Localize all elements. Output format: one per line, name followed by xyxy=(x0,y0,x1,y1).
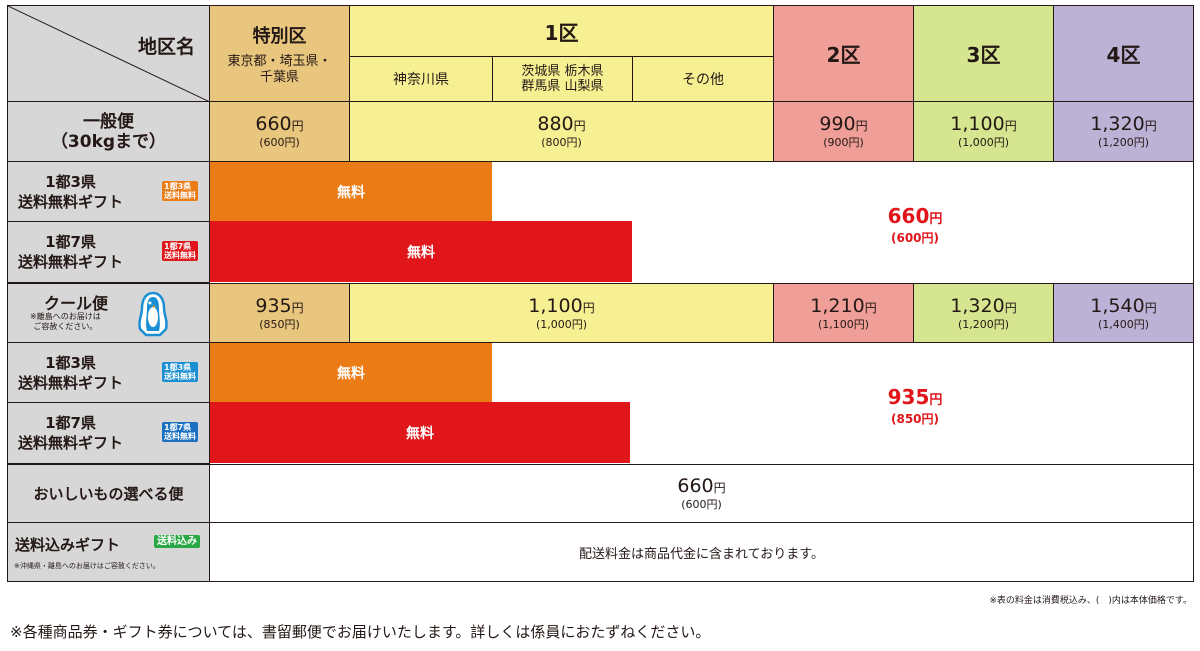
shipping-table xyxy=(7,5,1194,582)
diagonal-line xyxy=(8,6,210,102)
zone1-title: 1区 xyxy=(544,20,579,45)
special-zone-prefs: 東京都・埼玉県・ 千葉県 xyxy=(227,53,332,85)
zone2-header: 2区 xyxy=(774,6,914,102)
selectable-delivery-price: 660円 (600円) xyxy=(210,464,1193,523)
zone4-header: 4区 xyxy=(1054,6,1193,102)
included-gift-badge: 送料込み xyxy=(154,535,200,548)
zone1-other: その他 xyxy=(633,57,774,102)
zone3-header: 3区 xyxy=(914,6,1054,102)
gift7-cool-label: 1都7県 送料無料ギフト 1都7県 送料無料 xyxy=(8,403,210,464)
gift7-cool-badge: 1都7県 送料無料 xyxy=(162,422,198,442)
zone1-header: 1区 xyxy=(350,6,774,57)
general-zone2-price: 990円 (900円) xyxy=(774,102,914,162)
gift7-general-badge: 1都7県 送料無料 xyxy=(162,241,198,261)
gift3-cool-badge: 1都3県 送料無料 xyxy=(162,362,198,382)
zone1-kanagawa: 神奈川県 xyxy=(350,57,493,102)
gift3-cool-free: 無料 xyxy=(210,343,492,402)
gift7-general-free: 無料 xyxy=(210,221,632,282)
included-gift-text: 配送料金は商品代金に含まれております。 xyxy=(579,546,824,562)
general-zone4-price: 1,320円 (1,200円) xyxy=(1054,102,1193,162)
zone1-kanto: 茨城県 栃木県 群馬県 山梨県 xyxy=(493,57,633,102)
general-delivery-label: 一般便 （30kgまで） xyxy=(8,102,210,162)
gift3-general-free: 無料 xyxy=(210,162,492,221)
general-zone1-price: 880円 (800円) xyxy=(350,102,774,162)
special-zone-header: 特別区 東京都・埼玉県・ 千葉県 xyxy=(210,6,350,102)
general-zone3-price: 1,100円 (1,000円) xyxy=(914,102,1054,162)
cool-zone1-price: 1,100円 (1,000円) xyxy=(350,283,774,343)
gift3-general-badge: 1都3県 送料無料 xyxy=(162,181,198,201)
special-zone-title: 特別区 xyxy=(252,25,307,47)
cool-zone4-price: 1,540円 (1,400円) xyxy=(1054,283,1193,343)
cool-special-price: 935円 (850円) xyxy=(210,283,350,343)
penguin-icon xyxy=(138,291,168,337)
gift3-general-label: 1都3県 送料無料ギフト 1都3県 送料無料 xyxy=(8,162,210,222)
selectable-delivery-label: おいしいもの選べる便 xyxy=(8,464,210,523)
tax-note: ※表の料金は消費税込み、( )内は本体価格です。 xyxy=(989,596,1192,606)
gift7-cool-free: 無料 xyxy=(210,402,630,463)
included-gift-label: 送料込みギフト 送料込み ※沖縄県・離島へのお届けはご容赦ください。 xyxy=(8,523,210,581)
gift-cool-other-price: 935円 (850円) xyxy=(887,385,943,426)
cool-delivery-label: クール便 ※離島へのお届けは ご容赦ください。 xyxy=(8,283,210,343)
cool-zone3-price: 1,320円 (1,200円) xyxy=(914,283,1054,343)
gift7-general-label: 1都7県 送料無料ギフト 1都7県 送料無料 xyxy=(8,222,210,283)
gift-general-other-price: 660円 (600円) xyxy=(887,204,943,245)
gift3-cool-label: 1都3県 送料無料ギフト 1都3県 送料無料 xyxy=(8,343,210,403)
area-name-header: 地区名 xyxy=(8,6,210,102)
area-name-label: 地区名 xyxy=(137,36,195,58)
footer-note: ※各種商品券・ギフト券については、書留郵便でお届けいたします。詳しくは係員におた… xyxy=(10,623,711,641)
cool-zone2-price: 1,210円 (1,100円) xyxy=(774,283,914,343)
general-special-price: 660円 (600円) xyxy=(210,102,350,162)
